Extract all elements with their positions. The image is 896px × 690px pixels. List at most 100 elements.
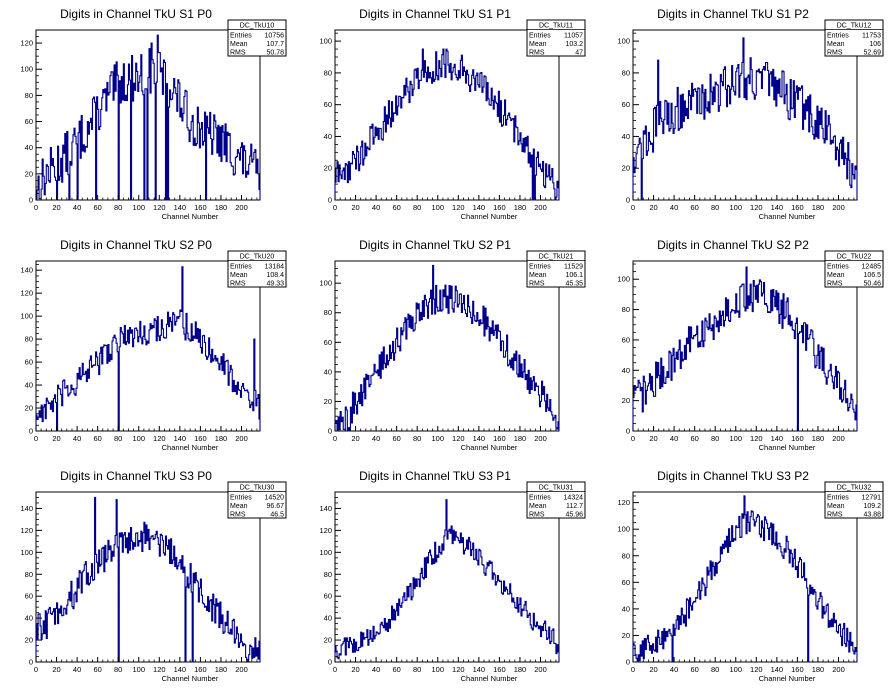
stats-value: 11057 <box>564 33 583 40</box>
x-tick-label: 0 <box>34 665 38 674</box>
y-tick-label: 20 <box>25 404 33 413</box>
x-tick-label: 180 <box>514 665 527 674</box>
y-tick-label: 0 <box>328 427 332 436</box>
plot-frame <box>334 29 560 201</box>
x-tick-label: 200 <box>534 203 547 212</box>
stats-value: 46.5 <box>270 512 284 519</box>
histogram-panel: Digits in Channel TkU S3 P2 0 20 40 60 80 100 1… <box>617 469 884 683</box>
x-tick-label: 40 <box>372 665 380 674</box>
chart-title: Digits in Channel TkU S1 P1 <box>359 7 511 21</box>
y-tick-label: 120 <box>20 39 33 48</box>
x-tick-label: 20 <box>351 203 359 212</box>
stats-name: DC_TkU12 <box>837 23 872 30</box>
stats-label: Entries <box>230 495 252 502</box>
x-axis-label: Channel Number <box>759 443 816 452</box>
histogram-series <box>334 499 560 662</box>
x-tick-label: 200 <box>832 203 845 212</box>
histogram-series <box>35 496 261 663</box>
y-tick-label: 80 <box>324 68 332 77</box>
x-tick-label: 200 <box>832 434 845 443</box>
chart-title: Digits in Channel TkU S2 P2 <box>657 238 809 252</box>
x-tick-label: 40 <box>372 434 380 443</box>
x-tick-label: 20 <box>649 434 657 443</box>
histogram-series <box>334 264 560 432</box>
x-tick-label: 140 <box>473 665 486 674</box>
stats-label: RMS <box>529 512 545 519</box>
y-tick-label: 140 <box>20 266 33 275</box>
histogram-series <box>35 266 261 432</box>
plot-frame <box>334 260 560 432</box>
y-tick-label: 0 <box>29 196 33 205</box>
y-tick-label: 40 <box>324 132 332 141</box>
x-axis-label: Channel Number <box>461 212 518 221</box>
x-tick-label: 40 <box>73 434 81 443</box>
x-tick-label: 80 <box>114 434 122 443</box>
y-tick-label: 60 <box>324 338 332 347</box>
x-tick-label: 60 <box>93 203 101 212</box>
stats-label: RMS <box>230 50 246 57</box>
y-tick-label: 20 <box>324 164 332 173</box>
x-tick-label: 120 <box>750 434 763 443</box>
stats-name: DC_TkU30 <box>240 485 275 492</box>
x-axis-label: Channel Number <box>759 212 816 221</box>
y-tick-label: 100 <box>617 525 630 534</box>
chart-title: Digits in Channel TkU S2 P0 <box>60 238 212 252</box>
y-tick-label: 100 <box>319 548 332 557</box>
y-tick-label: 80 <box>25 335 33 344</box>
x-tick-label: 100 <box>431 665 444 674</box>
x-tick-label: 120 <box>153 665 166 674</box>
x-tick-label: 200 <box>235 203 248 212</box>
y-tick-label: 40 <box>25 381 33 390</box>
stats-label: RMS <box>529 50 545 57</box>
x-tick-label: 60 <box>392 434 400 443</box>
x-tick-label: 100 <box>431 203 444 212</box>
stats-label: Mean <box>529 272 547 279</box>
x-tick-label: 160 <box>194 434 207 443</box>
stats-label: Mean <box>827 272 845 279</box>
histogram-panel: Digits in Channel TkU S1 P0 0 20 40 60 80 100 1… <box>20 7 287 221</box>
x-tick-label: 100 <box>132 665 145 674</box>
x-tick-label: 180 <box>215 665 228 674</box>
stats-label: Entries <box>230 264 252 271</box>
stats-value: 14520 <box>265 495 285 502</box>
chart-title: Digits in Channel TkU S3 P0 <box>60 469 212 483</box>
stats-value: 45.35 <box>565 281 583 288</box>
stats-value: 45.96 <box>565 512 583 519</box>
x-tick-label: 40 <box>670 434 678 443</box>
y-tick-label: 120 <box>20 526 33 535</box>
histogram-panel: Digits in Channel TkU S2 P2 0 20 40 60 80 100 1… <box>617 238 884 452</box>
x-tick-label: 180 <box>812 203 825 212</box>
x-tick-label: 160 <box>493 665 506 674</box>
stats-label: Entries <box>230 33 252 40</box>
histogram-series <box>632 495 858 663</box>
y-tick-label: 60 <box>25 592 33 601</box>
y-tick-label: 40 <box>622 366 630 375</box>
x-tick-label: 160 <box>493 203 506 212</box>
x-tick-label: 140 <box>771 665 784 674</box>
x-tick-label: 100 <box>132 434 145 443</box>
x-tick-label: 200 <box>235 434 248 443</box>
stats-box <box>526 481 586 519</box>
x-tick-label: 20 <box>52 434 60 443</box>
y-tick-label: 0 <box>29 658 33 667</box>
histogram-panel: Digits in Channel TkU S1 P2 0 20 40 60 80 100 1… <box>617 7 884 221</box>
y-tick-label: 120 <box>319 526 332 535</box>
histogram-panel: Digits in Channel TkU S3 P1 0 20 40 60 80 100 1… <box>319 469 586 683</box>
x-tick-label: 160 <box>493 434 506 443</box>
stats-label: RMS <box>230 281 246 288</box>
stats-value: 112.7 <box>566 503 583 510</box>
y-tick-label: 80 <box>622 551 630 560</box>
x-tick-label: 0 <box>333 203 337 212</box>
stats-value: 11529 <box>564 264 583 271</box>
x-axis-label: Channel Number <box>162 212 219 221</box>
stats-value: 109.2 <box>863 503 881 510</box>
x-tick-label: 80 <box>114 665 122 674</box>
y-tick-label: 100 <box>617 37 630 46</box>
stats-label: Mean <box>230 272 248 279</box>
stats-label: Entries <box>827 495 849 502</box>
y-tick-label: 20 <box>622 164 630 173</box>
x-tick-label: 20 <box>351 434 359 443</box>
histogram-series <box>35 34 261 201</box>
stats-name: DC_TkU20 <box>240 254 275 261</box>
y-tick-label: 140 <box>319 504 332 513</box>
